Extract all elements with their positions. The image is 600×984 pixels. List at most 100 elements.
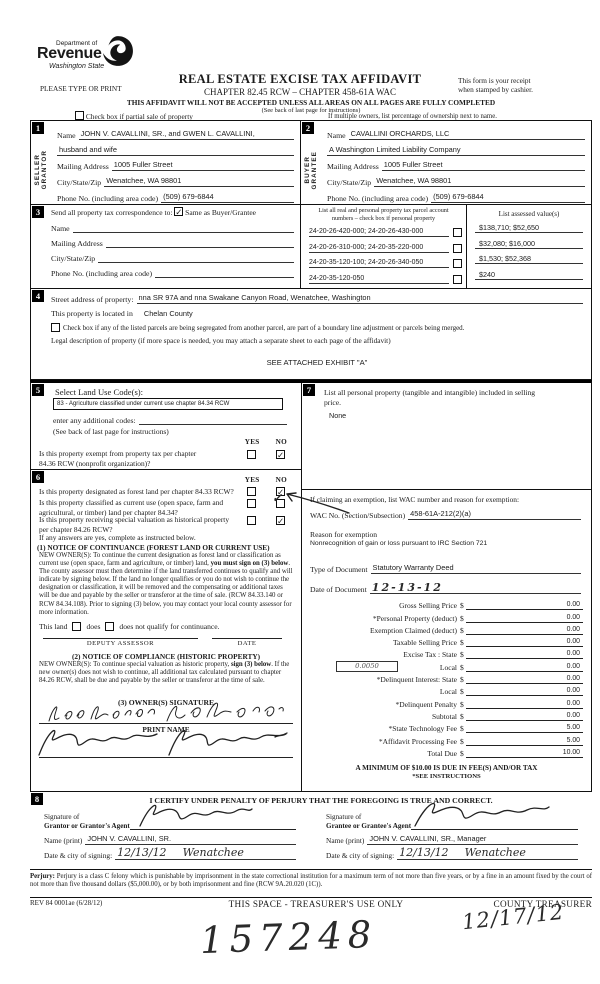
notice-continuance-title: (1) NOTICE OF CONTINUANCE (FOREST LAND O… — [37, 543, 270, 552]
parcel-personal-checkbox[interactable] — [453, 274, 462, 284]
personal-property-field[interactable]: None — [329, 411, 347, 420]
segregated-label: Check box if any of the listed parcels a… — [63, 324, 465, 332]
parcel-row: 24-20-26-420-000; 24-20-26-430-000 — [301, 222, 466, 238]
does-qualify-checkbox[interactable] — [72, 622, 82, 631]
parcel-personal-checkbox[interactable] — [453, 243, 462, 253]
parcel-personal-checkbox[interactable] — [453, 228, 462, 238]
fee-value-field[interactable]: 5.00 — [465, 723, 583, 734]
reason-exemption-value[interactable]: Nonrecognition of gain or loss pursuant … — [310, 540, 488, 547]
corr-name-field[interactable] — [72, 232, 294, 233]
buyer-citystatezip-field[interactable]: Wenatchee, WA 98801 — [374, 176, 585, 188]
section-3-correspondence: 3 Send all property tax correspondence t… — [31, 205, 301, 288]
fee-row: Taxable Selling Price $0.00 — [302, 635, 591, 648]
exhibit-a-note: SEE ATTACHED EXHIBIT "A" — [266, 358, 368, 367]
assessed-value-field[interactable]: $138,710; $52,650 — [475, 223, 583, 234]
corr-citystatezip-field[interactable] — [98, 262, 294, 263]
forest-yes-checkbox[interactable] — [247, 487, 256, 496]
additional-codes-field[interactable] — [138, 424, 287, 425]
current-use-no-checkbox[interactable] — [276, 499, 285, 508]
seller-phone-field[interactable]: (509) 679-6844 — [161, 192, 294, 203]
assessed-value-row: $32,080; $16,000 — [467, 233, 591, 249]
parcel-number-field[interactable]: 24-20-35-120-050 — [309, 274, 449, 284]
grantee-side-label: GRANTEE — [311, 150, 318, 190]
seller-citystatezip-label: City/State/Zip — [57, 178, 102, 188]
located-county-field[interactable]: Chelan County — [143, 309, 193, 318]
street-address-field[interactable]: nna SR 97A and nna Swakane Canyon Road, … — [136, 293, 583, 304]
parcel-number-field[interactable]: 24-20-26-310-000; 24-20-35-220-000 — [309, 243, 449, 253]
owner-print-name-line[interactable] — [39, 757, 293, 758]
fee-value-field[interactable]: 0.00 — [465, 662, 583, 672]
buyer-phone-field[interactable]: (509) 679-6844 — [431, 192, 585, 203]
fee-value-field[interactable]: 0.00 — [465, 686, 583, 697]
grantee-signature-line[interactable] — [411, 802, 578, 830]
fee-value-field[interactable]: 0.00 — [465, 699, 583, 709]
current-use-yes-checkbox[interactable] — [247, 499, 256, 508]
fee-value-field[interactable]: 0.00 — [465, 637, 583, 648]
assessed-value-field[interactable]: $1,530; $52,368 — [475, 254, 583, 265]
does-not-qualify-checkbox[interactable] — [105, 622, 115, 631]
notice-continuance-body: NEW OWNER(S): To continue the current de… — [39, 552, 293, 616]
fee-value-field[interactable]: 0.00 — [465, 613, 583, 623]
left-column: 5 Select Land Use Code(s): 83 - Agricult… — [31, 383, 302, 791]
exempt-yes-checkbox[interactable] — [247, 450, 256, 459]
segregated-checkbox[interactable] — [51, 323, 60, 332]
forest-no-checkbox[interactable]: ✓ — [276, 487, 285, 496]
grantor-signature-line[interactable] — [129, 804, 296, 830]
corr-phone-field[interactable] — [155, 277, 294, 278]
partial-sale-checkbox[interactable] — [75, 111, 84, 120]
fee-value-field[interactable]: 0.00 — [465, 625, 583, 635]
same-as-buyer-checkbox[interactable]: ✓ — [174, 207, 184, 216]
corr-address-field[interactable] — [105, 247, 294, 248]
section-5-badge: 5 — [32, 384, 44, 396]
doc-date-field[interactable]: 12-13-12 — [369, 583, 581, 594]
fee-value-field[interactable]: 10.00 — [465, 748, 583, 758]
fee-value-field[interactable]: 0.00 — [465, 600, 583, 611]
grantee-agent-label: Grantee or Grantee's Agent — [326, 821, 412, 830]
print-name-label: PRINT NAME — [142, 725, 190, 734]
continuance-qualify-row: This land does does not qualify for cont… — [39, 622, 220, 631]
deputy-date-line[interactable]: DATE — [212, 638, 282, 647]
historic-no-checkbox[interactable]: ✓ — [276, 516, 285, 525]
parcel-number-field[interactable]: 24-20-26-420-000; 24-20-26-430-000 — [309, 227, 449, 238]
assessed-value-field[interactable]: $32,080; $16,000 — [475, 239, 583, 249]
grantor-name-print-field[interactable]: JOHN V. CAVALLINI, SR. — [85, 834, 296, 845]
owner-signature-line[interactable] — [39, 723, 293, 724]
upper-form-box: 1 SELLER GRANTOR Name JOHN V. CAVALLINI,… — [30, 120, 592, 380]
see-back-note: (See back of last page for instructions) — [261, 107, 361, 114]
section-3-badge: 3 — [32, 206, 44, 218]
assessed-value-field[interactable]: $240 — [475, 270, 583, 280]
local-rate-box[interactable]: 0.0050 — [336, 661, 398, 672]
assessed-values-header: List assessed value(s) — [498, 210, 560, 218]
handwritten-arrow — [286, 492, 350, 514]
fee-value-field[interactable]: 0.00 — [465, 711, 583, 721]
dollar-sign: $ — [460, 662, 464, 672]
assessed-value-row: $1,530; $52,368 — [467, 249, 591, 265]
seller-name-field[interactable]: JOHN V. CAVALLINI, SR., and GWEN L. CAVA… — [78, 129, 294, 140]
buyer-address-field[interactable]: 1005 Fuller Street — [381, 160, 585, 172]
fee-row: Excise Tax : State $0.00 — [302, 647, 591, 660]
form-warning: THIS AFFIDAVIT WILL NOT BE ACCEPTED UNLE… — [126, 98, 496, 107]
parcel-number-field[interactable]: 24-20-35-120-100; 24-20-26-340-050 — [309, 258, 449, 269]
section-1-badge: 1 — [32, 122, 44, 134]
seller-address-field[interactable]: 1005 Fuller Street — [111, 160, 294, 172]
grantee-date-city-field[interactable]: 12/13/12 Wenatchee — [397, 847, 578, 860]
fee-value-field[interactable]: 0.00 — [465, 674, 583, 685]
grantee-name-print-field[interactable]: JOHN V. CAVALLINI, SR., Manager — [367, 834, 578, 845]
parcel-personal-checkbox[interactable] — [453, 259, 462, 269]
deputy-assessor-line[interactable]: DEPUTY ASSESSOR — [43, 638, 198, 647]
fee-row: *Affidavit Processing Fee $5.00 — [302, 733, 591, 746]
parcel-row: 24-20-35-120-100; 24-20-26-340-050 — [301, 253, 466, 269]
fee-value-field[interactable]: 5.00 — [465, 736, 583, 746]
doc-type-field[interactable]: Statutory Warranty Deed — [370, 563, 581, 574]
land-use-code-dropdown[interactable]: 83 - Agriculture classified under curren… — [53, 398, 283, 410]
buyer-name-field-line2[interactable]: A Washington Limited Liability Company — [327, 145, 585, 156]
buyer-name-field[interactable]: CAVALLINI ORCHARDS, LLC — [348, 129, 585, 140]
wac-number-field[interactable]: 458-61A-212(2)(a) 2 — [408, 509, 581, 520]
seller-citystatezip-field[interactable]: Wenatchee, WA 98801 — [104, 176, 294, 188]
exempt-no-checkbox[interactable]: ✓ — [276, 450, 285, 459]
historic-yes-checkbox[interactable] — [247, 516, 256, 525]
grantor-date-city-field[interactable]: 12/13/12 Wenatchee — [115, 847, 296, 860]
seller-name-field-line2[interactable]: husband and wife — [57, 145, 294, 156]
fee-row-local: Local $0.00 — [302, 659, 591, 672]
fee-value-field[interactable]: 0.00 — [465, 649, 583, 660]
